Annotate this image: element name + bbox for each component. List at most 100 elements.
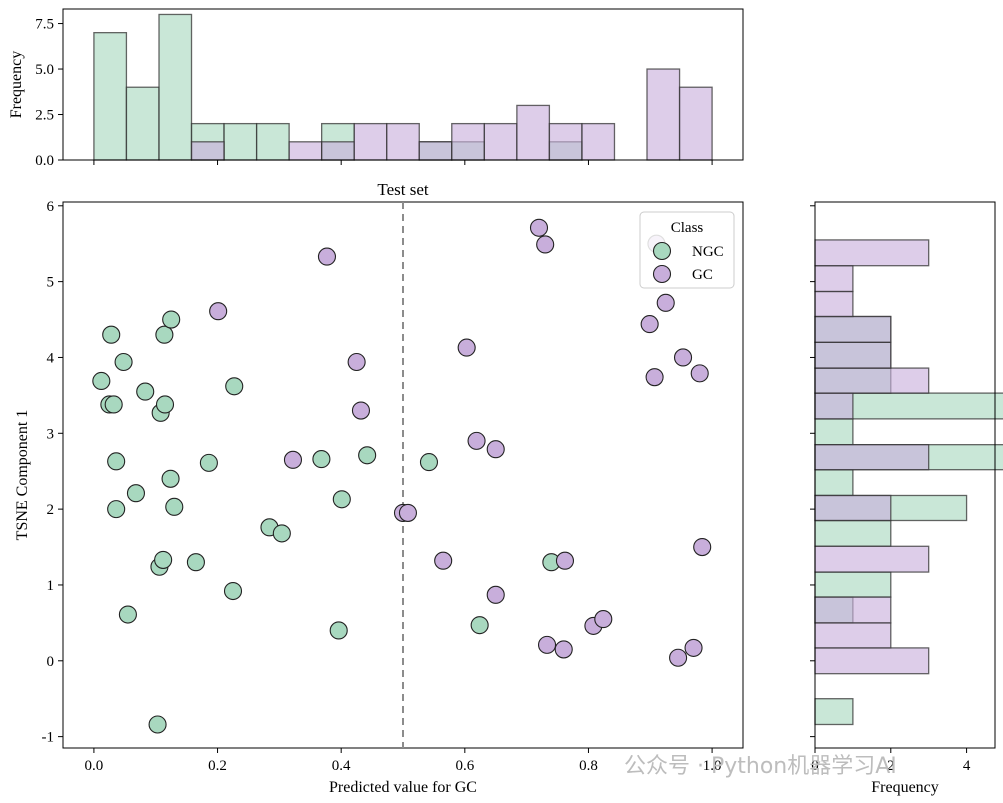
watermark: 公众号 · Python机器学习AI xyxy=(624,754,897,779)
scatter-point-gc xyxy=(693,537,712,557)
right-hist-bar-gc xyxy=(814,265,854,293)
top-hist-bar-gc xyxy=(516,104,551,161)
scatter-point-ngc xyxy=(118,605,137,624)
right-hist-bar-ngc xyxy=(814,418,854,446)
right-hist-bar-gc xyxy=(814,545,930,573)
scatter-point-gc xyxy=(640,315,659,334)
scatter-point-gc xyxy=(486,440,505,459)
right-hist-bar-gc xyxy=(814,290,854,318)
scatter-ytick-label: 6 xyxy=(47,199,55,215)
top-hist-ytick-label: 5.0 xyxy=(35,62,54,78)
right-hist-bar-gc xyxy=(814,622,892,649)
scatter-point-gc xyxy=(673,348,693,367)
scatter-xtick-label: 1.0 xyxy=(703,758,722,774)
scatter-point-gc xyxy=(690,364,709,383)
scatter-xtick-label: 0.6 xyxy=(455,758,474,774)
right-hist-bar-gc xyxy=(814,392,854,420)
scatter-point-ngc xyxy=(329,621,348,640)
scatter-point-gc xyxy=(317,247,337,266)
top-hist-bar-gc xyxy=(386,122,420,161)
scatter-point-ngc xyxy=(162,310,181,329)
top-hist-frame xyxy=(62,8,744,161)
scatter-point-ngc xyxy=(312,450,331,469)
scatter-point-gc xyxy=(351,401,371,420)
scatter-point-ngc xyxy=(419,453,439,472)
top-hist-ytick-label: 2.5 xyxy=(35,108,54,124)
scatter-point-ngc xyxy=(155,325,174,344)
scatter-point-ngc xyxy=(107,452,126,471)
scatter-ylabel: TSNE Component 1 xyxy=(14,410,31,541)
right-hist-bar-gc xyxy=(814,596,892,624)
right-hist-bar-gc xyxy=(814,494,892,522)
scatter-point-ngc xyxy=(186,553,205,572)
scatter-point-gc xyxy=(536,235,555,254)
scatter-point-ngc xyxy=(199,453,218,472)
scatter-xtick-label: 0.8 xyxy=(579,758,598,774)
scatter-point-ngc xyxy=(272,524,291,543)
scatter-ytick-label: -1 xyxy=(42,730,55,746)
scatter-point-gc xyxy=(669,648,688,667)
legend-marker-gc xyxy=(652,264,672,284)
scatter-ytick-label: 3 xyxy=(47,426,55,442)
right-hist-bar-gc xyxy=(814,367,930,394)
scatter-point-gc xyxy=(283,450,303,469)
scatter-point-gc xyxy=(529,218,549,237)
scatter-point-ngc xyxy=(225,377,244,396)
top-hist-bar-ngc xyxy=(255,122,290,161)
scatter-point-gc xyxy=(554,640,573,659)
scatter-point-gc xyxy=(398,503,417,522)
right-hist-bar-gc xyxy=(814,444,930,471)
top-hist-bar-ngc xyxy=(125,86,160,161)
top-hist-bar-gc xyxy=(418,141,453,161)
scatter-ytick-label: 4 xyxy=(47,350,55,366)
top-histogram xyxy=(58,8,744,165)
scatter-point-gc xyxy=(645,368,664,387)
right-hist-xtick-label: 0 xyxy=(811,758,819,774)
right-hist-xtick-label: 2 xyxy=(887,758,895,774)
top-hist-bar-gc xyxy=(353,122,388,161)
scatter-point-ngc xyxy=(165,497,184,516)
scatter-xtick-label: 0.4 xyxy=(332,758,351,774)
top-hist-bar-gc xyxy=(678,86,713,161)
right-hist-bar-gc xyxy=(814,239,930,267)
scatter-xtick-label: 0.0 xyxy=(85,758,104,774)
legend xyxy=(639,211,735,289)
scatter-point-gc xyxy=(347,352,366,372)
top-hist-bar-gc xyxy=(548,122,583,161)
scatter-point-ngc xyxy=(358,446,377,465)
right-hist-bar-ngc xyxy=(814,571,892,598)
top-hist-bar-ngc xyxy=(158,13,193,161)
scatter-point-gc xyxy=(457,338,476,357)
right-hist-bar-gc xyxy=(814,315,892,343)
scatter-point-ngc xyxy=(104,395,123,414)
scatter-point-gc xyxy=(467,431,486,450)
scatter-point-ngc xyxy=(154,550,173,569)
right-hist-bar-ngc xyxy=(814,469,854,497)
scatter-point-gc xyxy=(209,302,228,321)
scatter-point-gc xyxy=(555,551,575,570)
chart-title: Test set xyxy=(377,180,428,199)
top-hist-ytick-label: 7.5 xyxy=(35,17,54,33)
scatter-point-ngc xyxy=(107,500,126,519)
scatter-point-ngc xyxy=(155,395,175,414)
scatter-point-gc xyxy=(656,293,675,312)
scatter-point-ngc xyxy=(223,581,243,601)
right-hist-bar-ngc xyxy=(814,698,854,726)
top-hist-bar-gc xyxy=(190,141,225,161)
scatter-point-gc xyxy=(684,638,703,657)
scatter-ytick-label: 2 xyxy=(47,502,55,518)
legend-label-ngc: NGC xyxy=(692,244,724,260)
right-hist-bar-gc xyxy=(814,647,930,675)
scatter-ytick-label: 1 xyxy=(47,578,55,594)
top-hist-ytick-label: 0.0 xyxy=(35,153,54,169)
scatter-point-ngc xyxy=(126,484,145,503)
scatter-xlabel: Predicted value for GC xyxy=(329,779,477,796)
scatter-point-ngc xyxy=(136,382,155,401)
top-hist-bar-gc xyxy=(483,122,518,161)
scatter-ytick-label: 0 xyxy=(47,654,55,670)
top-hist-bar-gc xyxy=(646,68,681,161)
top-hist-bar-gc xyxy=(451,122,486,161)
right-hist-xlabel: Frequency xyxy=(871,779,939,796)
scatter-point-ngc xyxy=(161,469,180,488)
